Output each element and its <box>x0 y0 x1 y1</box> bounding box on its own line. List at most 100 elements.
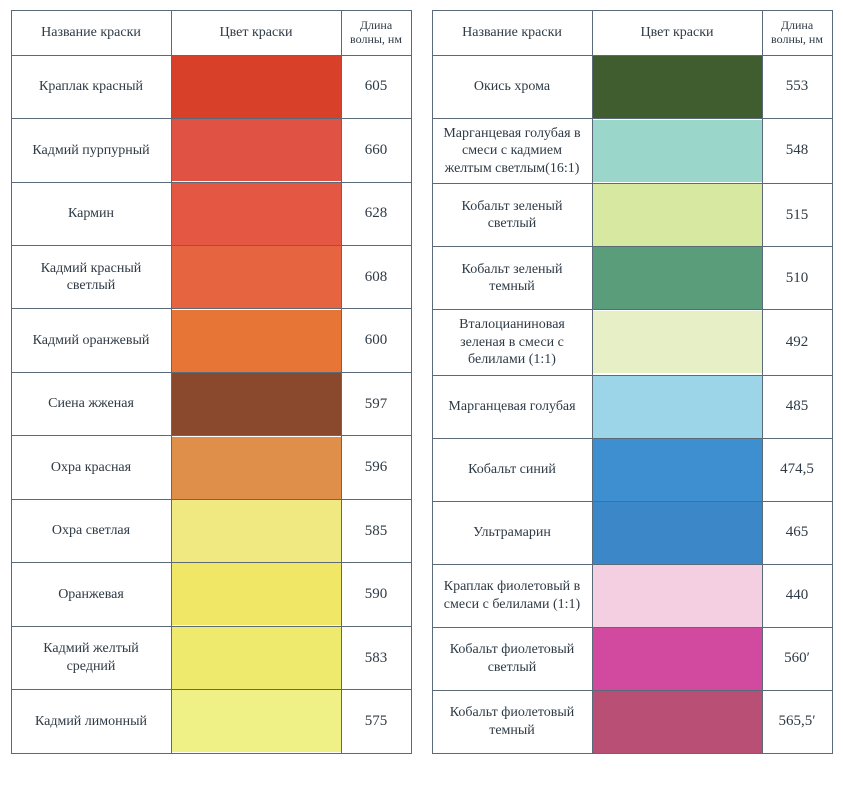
paint-wavelength: 560′ <box>762 627 832 690</box>
table-row: Кобальт зеленый темный 510 <box>432 247 832 310</box>
table-row: Марганцевая голубая 485 <box>432 375 832 438</box>
paint-swatch-cell <box>592 564 762 627</box>
col-header-name: Название краски <box>432 11 592 56</box>
paint-swatch-cell <box>592 627 762 690</box>
paint-swatch <box>593 628 762 690</box>
paint-wavelength: 474,5 <box>762 438 832 501</box>
paint-swatch-cell <box>171 372 341 435</box>
table-row: Оранжевая 590 <box>11 563 411 626</box>
paint-name: Марганцевая голубая <box>432 375 592 438</box>
paint-wavelength: 548 <box>762 118 832 184</box>
paint-swatch <box>172 627 341 689</box>
col-header-color: Цвет краски <box>592 11 762 56</box>
paint-wavelength: 440 <box>762 564 832 627</box>
paint-swatch <box>172 183 341 245</box>
paint-wavelength: 485 <box>762 375 832 438</box>
paint-wavelength: 465 <box>762 501 832 564</box>
paint-name: Марганцевая голубая в смеси с кадмием же… <box>432 118 592 184</box>
paint-name: Кобальт фиолетовый светлый <box>432 627 592 690</box>
table-row: Кармин 628 <box>11 182 411 245</box>
paint-swatch <box>172 310 341 372</box>
paint-wavelength: 492 <box>762 310 832 376</box>
paint-swatch <box>172 373 341 435</box>
paint-wavelength: 585 <box>341 499 411 562</box>
paint-swatch <box>593 565 762 627</box>
paint-swatch-cell <box>592 184 762 247</box>
col-header-name: Название краски <box>11 11 171 56</box>
paint-table-left: Название краски Цвет краски Длина волны,… <box>11 10 412 754</box>
paint-swatch-cell <box>592 310 762 376</box>
paint-table-right: Название краски Цвет краски Длина волны,… <box>432 10 833 754</box>
paint-swatch <box>172 563 341 625</box>
table-row: Вталоцианиновая зеленая в смеси с белила… <box>432 310 832 376</box>
paint-wavelength: 515 <box>762 184 832 247</box>
table-row: Кадмий желтый средний 583 <box>11 626 411 689</box>
paint-wavelength: 575 <box>341 690 411 753</box>
table-row: Кобальт фиолетовый светлый 560′ <box>432 627 832 690</box>
paint-name: Сиена жженая <box>11 372 171 435</box>
table-row: Кадмий красный светлый 608 <box>11 245 411 308</box>
paint-wavelength: 608 <box>341 245 411 308</box>
paint-swatch-cell <box>171 690 341 753</box>
paint-name: Кобальт зеленый темный <box>432 247 592 310</box>
paint-swatch <box>593 311 762 373</box>
paint-swatch <box>593 439 762 501</box>
paint-wavelength: 600 <box>341 309 411 372</box>
table-row: Кадмий оранжевый 600 <box>11 309 411 372</box>
paint-swatch-cell <box>592 375 762 438</box>
table-row: Краплак фиолетовый в смеси с белилами (1… <box>432 564 832 627</box>
col-header-wavelength: Длина волны, нм <box>341 11 411 56</box>
paint-swatch <box>593 247 762 309</box>
paint-swatch-cell <box>592 501 762 564</box>
paint-name: Кадмий оранжевый <box>11 309 171 372</box>
paint-name: Кобальт синий <box>432 438 592 501</box>
col-header-wavelength: Длина волны, нм <box>762 11 832 56</box>
paint-swatch <box>172 500 341 562</box>
paint-wavelength: 590 <box>341 563 411 626</box>
paint-swatch <box>172 690 341 752</box>
paint-wavelength: 565,5′ <box>762 690 832 753</box>
paint-swatch-cell <box>171 119 341 182</box>
paint-name: Кадмий лимонный <box>11 690 171 753</box>
paint-swatch <box>593 120 762 182</box>
paint-swatch-cell <box>592 438 762 501</box>
paint-swatch-cell <box>171 182 341 245</box>
table-row: Окись хрома553 <box>432 55 832 118</box>
paint-swatch-cell <box>592 55 762 118</box>
table-row: Охра светлая585 <box>11 499 411 562</box>
table-row: Охра красная 596 <box>11 436 411 499</box>
paint-wavelength: 660 <box>341 119 411 182</box>
table-row: Кобальт синий 474,5 <box>432 438 832 501</box>
paint-name: Кадмий желтый средний <box>11 626 171 689</box>
paint-wavelength: 628 <box>341 182 411 245</box>
paint-wavelength: 596 <box>341 436 411 499</box>
paint-swatch-cell <box>171 563 341 626</box>
paint-name: Кармин <box>11 182 171 245</box>
paint-name: Охра красная <box>11 436 171 499</box>
paint-swatch <box>172 56 341 118</box>
paint-swatch <box>172 119 341 181</box>
paint-swatch <box>172 246 341 308</box>
paint-wavelength: 583 <box>341 626 411 689</box>
paint-wavelength: 597 <box>341 372 411 435</box>
paint-name: Ультрамарин <box>432 501 592 564</box>
paint-swatch-cell <box>592 690 762 753</box>
paint-name: Краплак красный <box>11 55 171 118</box>
paint-swatch-cell <box>592 247 762 310</box>
paint-name: Кадмий красный светлый <box>11 245 171 308</box>
tables-wrap: Название краски Цвет краски Длина волны,… <box>10 10 833 754</box>
table-row: Краплак красный605 <box>11 55 411 118</box>
table-row: Сиена жженая 597 <box>11 372 411 435</box>
paint-name: Оранжевая <box>11 563 171 626</box>
paint-swatch <box>593 56 762 118</box>
paint-swatch <box>593 691 762 753</box>
paint-swatch-cell <box>171 499 341 562</box>
paint-name: Кадмий пурпурный <box>11 119 171 182</box>
table-row: Ультрамарин 465 <box>432 501 832 564</box>
paint-name: Кобальт зеленый светлый <box>432 184 592 247</box>
col-header-color: Цвет краски <box>171 11 341 56</box>
paint-wavelength: 510 <box>762 247 832 310</box>
table-row: Кадмий лимонный 575 <box>11 690 411 753</box>
table-row: Кобальт зеленый светлый 515 <box>432 184 832 247</box>
paint-swatch-cell <box>592 118 762 184</box>
